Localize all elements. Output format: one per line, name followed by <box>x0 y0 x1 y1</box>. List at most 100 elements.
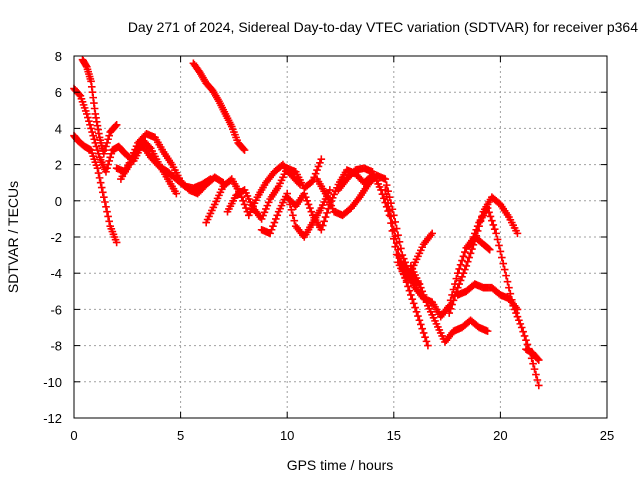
data-point <box>102 203 110 211</box>
data-point <box>97 183 106 192</box>
y-axis-label: SDTVAR / TECUs <box>5 181 21 293</box>
data-point <box>483 204 492 212</box>
data-point <box>392 239 401 247</box>
data-point <box>488 216 496 225</box>
data-point <box>112 238 121 247</box>
data-point <box>381 175 390 183</box>
data-point <box>87 146 95 154</box>
data-point <box>388 219 397 227</box>
data-point <box>489 221 498 229</box>
data-point <box>107 149 116 158</box>
series-arc-3 <box>78 55 121 158</box>
data-point <box>422 337 431 346</box>
data-point <box>103 164 111 173</box>
data-point <box>506 289 515 298</box>
data-point <box>499 259 508 268</box>
data-point <box>449 296 458 305</box>
data-point <box>462 262 471 270</box>
data-point <box>492 229 500 238</box>
series-arc-12 <box>334 164 436 285</box>
y-tick-label: 4 <box>55 121 62 136</box>
data-point <box>93 164 102 173</box>
data-point <box>409 299 418 308</box>
data-point <box>390 225 398 234</box>
data-point <box>391 232 400 241</box>
data-point <box>102 142 110 151</box>
data-point <box>112 120 121 129</box>
data-point <box>100 193 108 201</box>
data-point <box>106 153 115 162</box>
data-point <box>424 341 432 350</box>
data-point <box>520 332 529 340</box>
data-point <box>84 113 92 122</box>
data-point <box>82 110 91 118</box>
data-point <box>381 186 390 194</box>
data-point <box>88 128 96 136</box>
data-point <box>103 139 111 147</box>
data-point <box>79 101 88 109</box>
data-point <box>172 189 181 198</box>
data-point <box>90 155 99 163</box>
data-point <box>496 247 505 256</box>
data-point <box>104 160 112 169</box>
series-arc-2 <box>70 131 121 247</box>
data-point <box>78 98 87 106</box>
x-tick-label: 0 <box>70 428 77 443</box>
data-point <box>326 186 334 194</box>
data-point <box>532 370 540 379</box>
data-point <box>385 206 394 214</box>
data-point <box>505 283 513 292</box>
y-tick-label: -6 <box>50 302 62 317</box>
data-layer <box>70 55 543 390</box>
data-point <box>412 308 421 316</box>
data-point <box>76 92 85 100</box>
grid-layer <box>74 56 607 418</box>
y-tick-label: -8 <box>50 339 62 354</box>
data-point <box>419 329 428 337</box>
y-tick-label: -2 <box>50 230 62 245</box>
data-point <box>533 376 542 384</box>
data-point <box>448 300 456 309</box>
data-point <box>98 188 107 197</box>
data-point <box>459 252 468 261</box>
data-point <box>483 327 492 335</box>
data-point <box>92 161 101 170</box>
data-point <box>490 225 499 233</box>
data-point <box>289 211 297 220</box>
data-point <box>317 225 326 234</box>
data-point <box>500 265 509 274</box>
y-tick-label: 0 <box>55 194 62 209</box>
data-point <box>465 253 473 262</box>
data-point <box>87 124 95 133</box>
data-point <box>485 208 493 217</box>
data-point <box>104 135 112 144</box>
data-point <box>405 286 414 295</box>
series-arc-5 <box>112 135 181 198</box>
data-point <box>468 245 476 253</box>
data-point <box>495 241 503 250</box>
y-tick-label: 8 <box>55 49 62 64</box>
data-point <box>463 257 472 266</box>
data-point <box>507 295 516 304</box>
x-tick-label: 10 <box>280 428 294 443</box>
data-point <box>498 253 506 262</box>
data-point <box>88 149 96 157</box>
series-arc-18 <box>466 204 543 390</box>
data-point <box>421 333 429 341</box>
data-point <box>318 221 327 230</box>
data-point <box>93 146 102 154</box>
data-point <box>89 152 97 160</box>
data-point <box>484 244 493 253</box>
data-point <box>466 249 475 258</box>
data-point <box>91 158 100 166</box>
data-point <box>320 217 328 226</box>
y-tick-label: -10 <box>43 375 62 390</box>
data-point <box>414 312 422 320</box>
data-point <box>105 157 113 165</box>
data-point <box>80 104 89 112</box>
series-arc-19 <box>522 345 543 364</box>
data-point <box>323 209 331 217</box>
data-point <box>387 212 395 221</box>
data-point <box>407 291 415 299</box>
